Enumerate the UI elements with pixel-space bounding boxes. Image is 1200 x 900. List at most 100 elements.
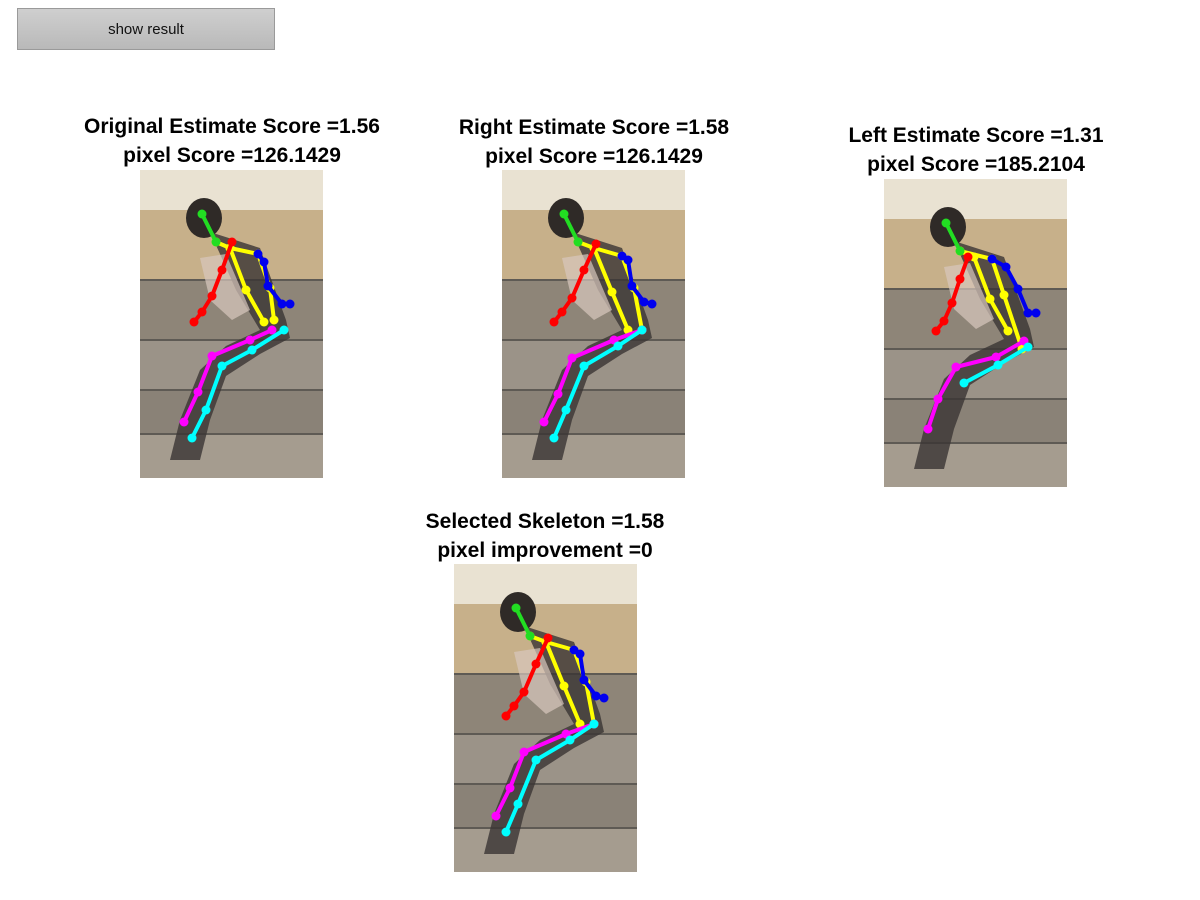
head-joint — [211, 237, 221, 247]
left-leg-joint — [993, 360, 1003, 370]
right-leg-joint — [505, 783, 515, 793]
left-arm-joint — [639, 297, 649, 307]
left-leg-joint — [279, 325, 289, 335]
left-leg-joint — [187, 433, 197, 443]
left-estimate-image — [884, 179, 1067, 487]
right-arm-joint — [543, 633, 553, 643]
left-leg-joint — [201, 405, 211, 415]
left-leg-joint — [637, 325, 647, 335]
left-arm-joint — [579, 675, 589, 685]
right-arm-joint — [947, 298, 957, 308]
right-arm-joint — [531, 659, 541, 669]
right-arm-joint — [189, 317, 199, 327]
torso-limb — [214, 240, 266, 324]
left-arm-joint — [623, 255, 633, 265]
original-score-label: Original Estimate Score =1.56 — [84, 115, 380, 138]
right-arm-joint — [963, 252, 973, 262]
right-leg-joint — [267, 325, 277, 335]
right-arm-joint — [939, 316, 949, 326]
torso-joint — [269, 315, 279, 325]
right-arm-joint — [567, 293, 577, 303]
show-result-button[interactable]: show result — [17, 8, 275, 50]
right-leg-joint — [245, 335, 255, 345]
left-leg-joint — [513, 799, 523, 809]
left-score-label: Left Estimate Score =1.31 — [848, 124, 1104, 147]
right-leg-joint — [553, 389, 563, 399]
right-score-label: Right Estimate Score =1.58 — [458, 116, 730, 139]
right-arm-joint — [227, 237, 237, 247]
head-joint — [955, 246, 965, 256]
head-joint — [559, 209, 569, 219]
pose-skeleton-overlay — [454, 564, 637, 872]
left-arm-joint — [259, 257, 269, 267]
original-estimate-image — [140, 170, 323, 478]
left-leg-joint — [579, 361, 589, 371]
head-limb — [200, 212, 218, 244]
panel-title-left: Left Estimate Score =1.31 pixel Score =1… — [806, 121, 1146, 179]
right-leg-joint — [491, 811, 501, 821]
left-arm-joint — [1001, 262, 1011, 272]
left-arm-joint — [599, 693, 609, 703]
left-arm-joint — [647, 299, 657, 309]
right-leg-joint — [923, 424, 933, 434]
left-arm-joint — [1031, 308, 1041, 318]
right-arm-joint — [579, 265, 589, 275]
torso-joint — [607, 287, 617, 297]
pose-skeleton-overlay — [140, 170, 323, 478]
pose-skeleton-overlay — [884, 179, 1067, 487]
left-arm-joint — [987, 254, 997, 264]
left-leg-joint — [561, 405, 571, 415]
torso-limb — [528, 634, 582, 726]
right-leg-joint — [567, 353, 577, 363]
right-arm-joint — [207, 291, 217, 301]
torso-joint — [1003, 326, 1013, 336]
left-leg-joint — [217, 361, 227, 371]
left-leg-joint — [531, 755, 541, 765]
left-leg-joint — [501, 827, 511, 837]
head-joint — [941, 218, 951, 228]
left-leg-joint — [549, 433, 559, 443]
left-leg-joint — [589, 719, 599, 729]
right-leg-joint — [951, 362, 961, 372]
right-arm-joint — [955, 274, 965, 284]
right-estimate-image — [502, 170, 685, 478]
torso-limb — [576, 240, 630, 332]
selected-skeleton-image — [454, 564, 637, 872]
head-joint — [573, 237, 583, 247]
left-leg-joint — [613, 341, 623, 351]
head-joint — [525, 631, 535, 641]
left-arm-joint — [263, 281, 273, 291]
right-leg-joint — [991, 352, 1001, 362]
right-leg-joint — [539, 417, 549, 427]
pixel-improvement-label: pixel improvement =0 — [437, 539, 653, 562]
torso-limb — [958, 249, 1024, 351]
torso-joint — [985, 294, 995, 304]
right-arm-joint — [217, 265, 227, 275]
left-arm-joint — [575, 649, 585, 659]
head-limb — [514, 606, 532, 638]
left-arm-joint — [277, 299, 287, 309]
torso-joint — [999, 290, 1009, 300]
right-leg-joint — [933, 394, 943, 404]
right-leg-joint — [519, 747, 529, 757]
torso-joint — [241, 285, 251, 295]
right-arm-joint — [519, 687, 529, 697]
right-pixel-score-label: pixel Score =126.1429 — [485, 145, 703, 168]
left-arm-joint — [1013, 284, 1023, 294]
left-leg-joint — [247, 345, 257, 355]
right-arm-joint — [501, 711, 511, 721]
head-limb — [944, 221, 962, 253]
right-leg-joint — [207, 351, 217, 361]
original-pixel-score-label: pixel Score =126.1429 — [123, 144, 341, 167]
right-arm-joint — [549, 317, 559, 327]
right-arm-joint — [931, 326, 941, 336]
right-arm-joint — [509, 701, 519, 711]
left-arm-joint — [253, 249, 263, 259]
left-leg-joint — [959, 378, 969, 388]
head-joint — [197, 209, 207, 219]
selected-skeleton-label: Selected Skeleton =1.58 — [425, 510, 665, 533]
panel-title-selected: Selected Skeleton =1.58 pixel improvemen… — [375, 507, 715, 565]
left-arm-joint — [1023, 308, 1033, 318]
right-leg-joint — [193, 387, 203, 397]
left-arm-joint — [591, 691, 601, 701]
